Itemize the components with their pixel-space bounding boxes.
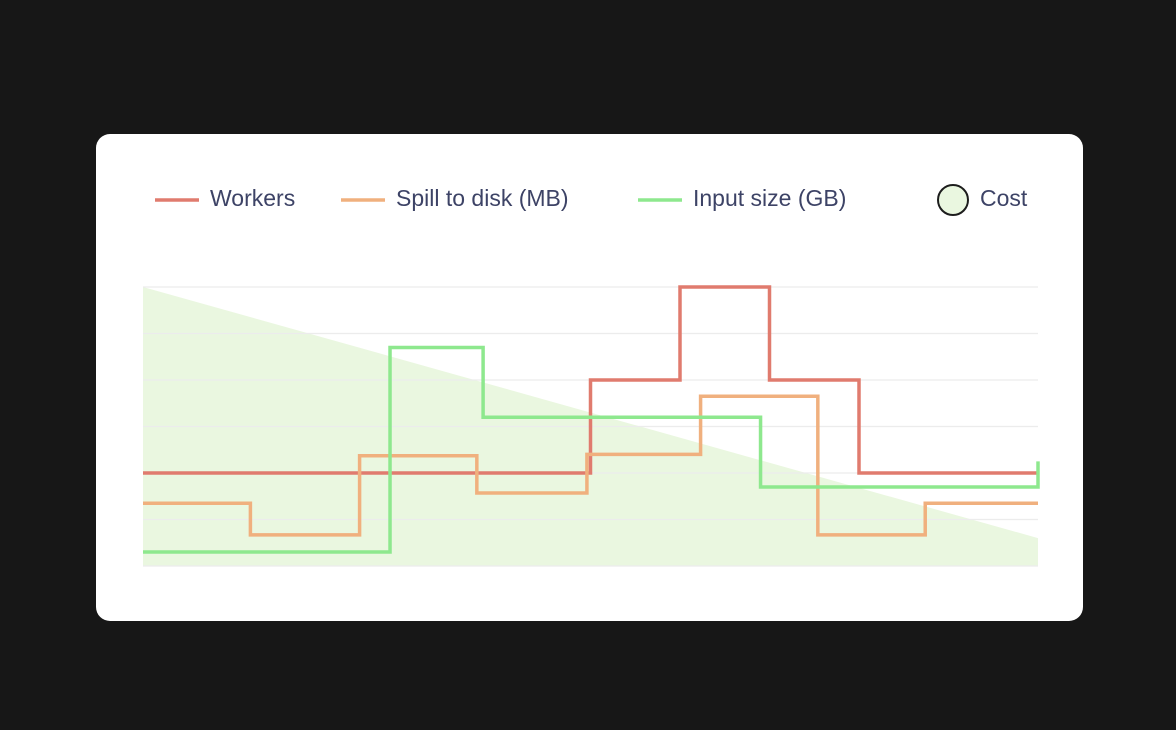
legend-label: Cost xyxy=(980,185,1028,211)
legend-label: Workers xyxy=(210,185,295,211)
legend-swatch xyxy=(937,184,969,216)
series-line xyxy=(143,285,1038,475)
series-line xyxy=(143,345,1040,554)
series-line xyxy=(143,394,1038,537)
legend-label: Spill to disk (MB) xyxy=(396,185,569,211)
legend-label: Input size (GB) xyxy=(693,185,846,211)
